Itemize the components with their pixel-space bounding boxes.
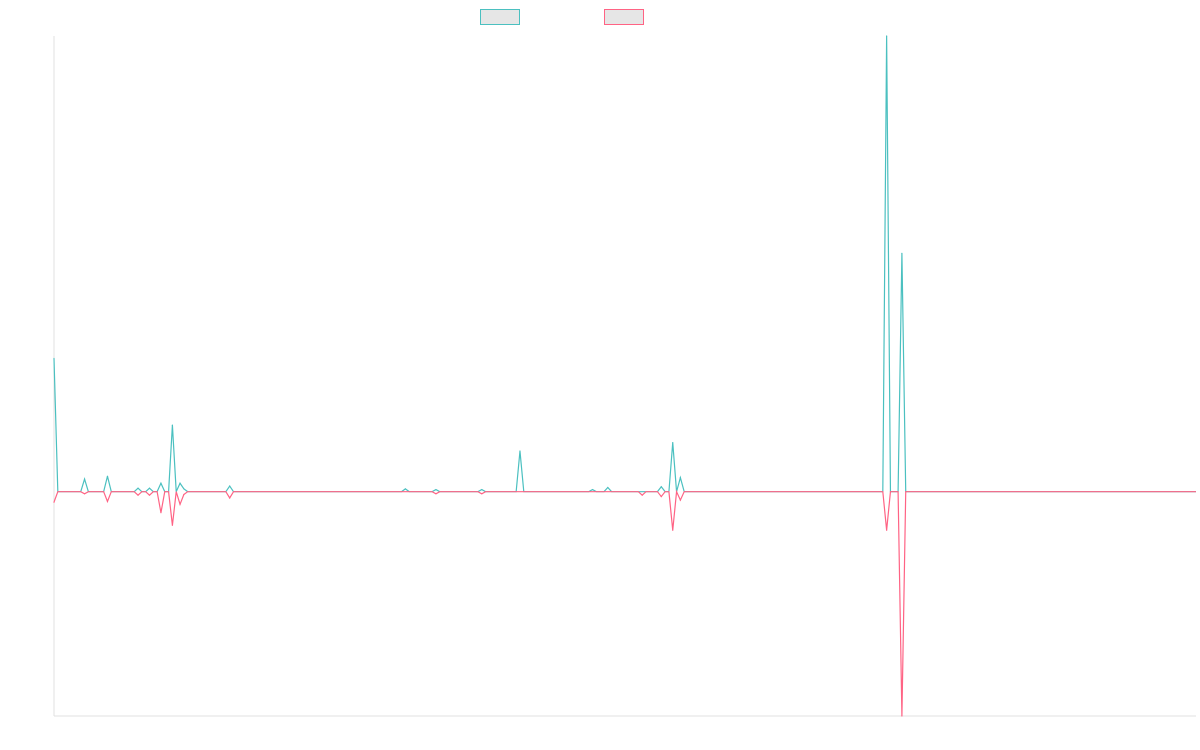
data-point[interactable] <box>886 529 888 531</box>
data-point[interactable] <box>148 487 151 489</box>
series-layer <box>53 35 1196 717</box>
data-point[interactable] <box>679 477 681 479</box>
data-point[interactable] <box>106 475 109 477</box>
data-point[interactable] <box>179 503 181 505</box>
data-point[interactable] <box>53 501 55 503</box>
data-point[interactable] <box>660 495 662 498</box>
series-line-1 <box>53 35 1196 493</box>
data-point[interactable] <box>672 529 674 531</box>
data-point[interactable] <box>641 494 643 496</box>
data-point[interactable] <box>160 512 162 514</box>
data-point[interactable] <box>171 524 173 526</box>
data-point[interactable] <box>481 488 483 491</box>
data-point[interactable] <box>672 442 674 444</box>
data-point[interactable] <box>148 494 151 496</box>
data-point[interactable] <box>137 487 139 489</box>
data-point[interactable] <box>886 35 888 37</box>
data-point[interactable] <box>591 488 594 491</box>
data-point[interactable] <box>404 488 406 490</box>
data-point[interactable] <box>183 493 185 496</box>
data-point[interactable] <box>171 424 173 426</box>
data-point[interactable] <box>481 493 483 495</box>
data-point[interactable] <box>607 486 609 489</box>
data-point[interactable] <box>53 357 55 360</box>
data-point[interactable] <box>679 499 681 501</box>
data-point[interactable] <box>435 493 437 495</box>
data-point[interactable] <box>183 488 185 490</box>
data-point[interactable] <box>901 715 903 717</box>
legend-swatch-series-2[interactable] <box>604 9 644 25</box>
data-point[interactable] <box>137 494 139 496</box>
data-point[interactable] <box>83 493 86 495</box>
data-point[interactable] <box>660 486 662 488</box>
legend-swatch-series-1[interactable] <box>480 9 520 25</box>
data-point[interactable] <box>519 450 521 452</box>
data-point[interactable] <box>179 482 181 484</box>
data-point[interactable] <box>83 478 86 480</box>
data-point[interactable] <box>901 252 903 254</box>
data-point[interactable] <box>160 482 162 484</box>
data-point[interactable] <box>229 485 231 487</box>
data-point[interactable] <box>435 488 437 491</box>
data-point[interactable] <box>229 497 231 499</box>
series-line-2 <box>53 489 1196 717</box>
data-point[interactable] <box>106 500 109 503</box>
